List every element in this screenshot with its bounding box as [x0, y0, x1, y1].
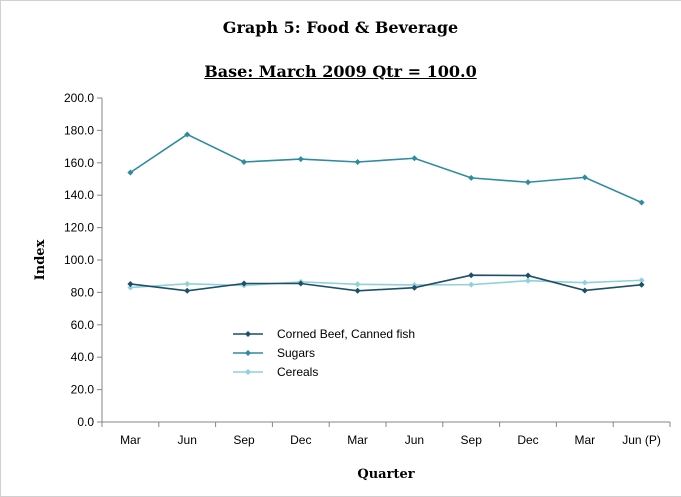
data-point: [638, 199, 645, 206]
y-tick-label: 120.0: [64, 221, 94, 235]
data-point: [468, 281, 475, 288]
data-point: [354, 158, 361, 165]
y-tick-label: 180.0: [64, 123, 94, 137]
data-point: [127, 284, 134, 291]
y-tick-label: 20.0: [71, 383, 95, 397]
series-line: [130, 274, 642, 292]
x-tick-label: Jun: [178, 433, 197, 447]
legend-marker: [245, 369, 251, 375]
y-tick-label: 60.0: [71, 318, 95, 332]
x-axis-title: Quarter: [357, 467, 414, 482]
y-tick-label: 100.0: [64, 253, 94, 267]
y-tick-label: 160.0: [64, 156, 94, 170]
y-tick-label: 140.0: [64, 188, 94, 202]
data-point: [581, 174, 588, 181]
x-tick-label: Dec: [517, 433, 538, 447]
data-point: [525, 179, 531, 186]
x-axis-ticks: Mar Jun Sep Dec Mar Jun Sep Dec Mar Jun (P): [101, 422, 671, 447]
x-tick-label: Sep: [233, 433, 255, 447]
data-point: [127, 169, 134, 176]
y-axis-ticks: 0.0 20.0 40.0 60.0 80.0 100.0 120.0 140.0 160.0 1…: [64, 91, 102, 429]
data-point: [581, 279, 588, 286]
y-tick-label: 200.0: [64, 91, 94, 105]
data-point: [354, 281, 361, 288]
data-point: [354, 287, 361, 294]
data-point: [638, 277, 645, 284]
data-point: [297, 280, 304, 287]
data-point: [525, 277, 531, 284]
data-point: [297, 156, 304, 163]
y-axis-title: Index: [33, 239, 48, 280]
data-point: [184, 280, 191, 287]
y-tick-label: 40.0: [71, 350, 95, 364]
x-tick-label: Mar: [574, 433, 595, 447]
chart-subtitle: Base: March 2009 Qtr = 100.0: [204, 62, 477, 81]
data-point: [241, 158, 247, 165]
data-point: [127, 280, 134, 287]
data-point: [468, 174, 475, 181]
legend-label: Sugars: [277, 346, 315, 360]
x-tick-label: Mar: [120, 433, 141, 447]
data-point: [468, 272, 475, 279]
series-line: [129, 133, 642, 204]
data-point: [184, 287, 191, 294]
data-point: [411, 284, 418, 291]
x-tick-label: Jun (P): [622, 433, 661, 447]
axes: [101, 98, 670, 423]
x-tick-label: Mar: [347, 433, 368, 447]
data-point: [184, 131, 191, 138]
x-tick-label: Dec: [290, 433, 311, 447]
chart-title: Graph 5: Food & Beverage: [222, 18, 459, 37]
x-tick-label: Jun: [405, 433, 424, 447]
data-point: [241, 280, 247, 287]
data-point: [411, 155, 418, 162]
legend-label: Corned Beef, Canned fish: [277, 327, 415, 341]
y-tick-label: 0.0: [77, 415, 94, 429]
legend-label: Cereals: [277, 365, 318, 379]
data-point: [581, 287, 588, 294]
data-point: [525, 272, 531, 279]
x-tick-label: Sep: [461, 433, 483, 447]
legend-marker: [245, 331, 251, 337]
legend: Corned Beef, Canned fish Sugars Cereals: [233, 327, 415, 379]
series-line: [130, 279, 642, 289]
y-tick-label: 80.0: [71, 285, 95, 299]
legend-marker: [245, 350, 251, 356]
series-lines: [127, 131, 645, 294]
data-point: [638, 281, 645, 288]
